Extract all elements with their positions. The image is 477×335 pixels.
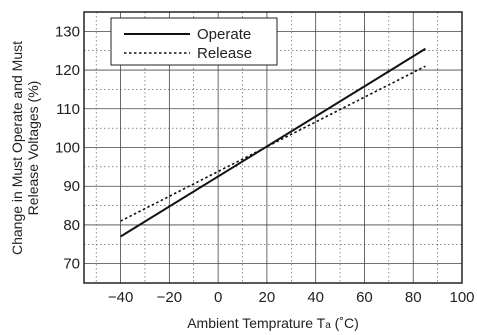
legend-label-release: Release [197, 45, 252, 62]
y-axis-label: Change in Must Operate and Must Release … [9, 41, 41, 255]
legend: Operate Release [110, 17, 278, 66]
y-axis-label-line2: Release Voltages (%) [25, 81, 41, 216]
x-tick-label: −20 [157, 289, 182, 306]
y-tick-label: 70 [63, 256, 80, 273]
legend-box [110, 17, 278, 66]
plot-frame [83, 11, 463, 284]
x-tick-label: −40 [108, 289, 133, 306]
x-tick-label: 80 [405, 289, 422, 306]
x-tick-label: 100 [449, 289, 474, 306]
series-line-operate [120, 47, 426, 238]
series-line-release [120, 65, 426, 222]
y-tick-label: 90 [63, 178, 80, 195]
series-lines [120, 47, 426, 238]
x-axis-label-subscript: a [325, 320, 331, 331]
x-tick-label: 0 [214, 289, 222, 306]
x-tick-labels: −40 −20 0 20 40 60 80 100 [108, 289, 475, 306]
x-axis-label: Ambient Temprature Ta (˚C) [187, 315, 359, 331]
y-tick-label: 130 [55, 23, 80, 40]
x-tick-label: 20 [259, 289, 276, 306]
y-axis-label-line1: Change in Must Operate and Must [9, 41, 25, 255]
x-tick-label: 40 [307, 289, 324, 306]
y-tick-label: 100 [55, 140, 80, 157]
y-tick-labels: 70 80 90 100 110 120 130 [55, 23, 80, 272]
x-tick-label: 60 [356, 289, 373, 306]
y-tick-label: 110 [56, 101, 80, 118]
y-tick-label: 120 [55, 62, 80, 79]
legend-label-operate: Operate [197, 26, 251, 43]
y-tick-label: 80 [63, 217, 80, 234]
